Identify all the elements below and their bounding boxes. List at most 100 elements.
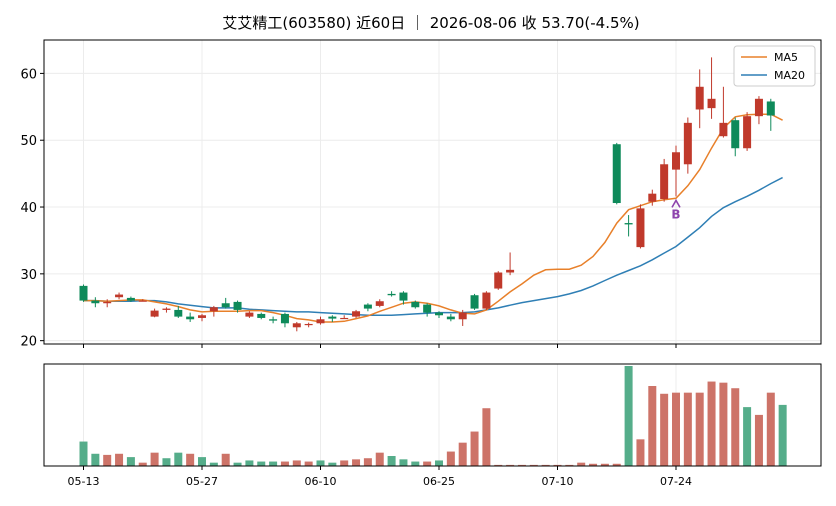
y-axis: 20 30 40 50 60: [20, 67, 44, 350]
buy-marker-label: B: [671, 207, 680, 221]
volume-bar: [292, 460, 301, 466]
volume-bar: [209, 462, 218, 466]
y-tick-label: 40: [20, 201, 37, 216]
x-tick-label: 06-25: [423, 475, 455, 488]
candle-body: [233, 301, 242, 310]
candle: [198, 313, 206, 322]
volume-bar: [423, 461, 432, 466]
candle: [387, 291, 396, 297]
buy-marker-arrow: [671, 198, 681, 208]
volume-bar: [577, 462, 586, 466]
volume-bar: [612, 463, 621, 466]
candle: [186, 312, 195, 322]
candle-body: [79, 285, 88, 301]
y-tick-label: 30: [20, 268, 37, 283]
candle-body: [446, 316, 455, 320]
volume-bar: [731, 388, 740, 466]
candle-body: [387, 293, 396, 296]
candle: [304, 322, 313, 328]
volume-bar: [304, 461, 313, 466]
candle: [162, 307, 171, 313]
volume-bar: [482, 408, 491, 466]
candle-body: [672, 152, 680, 170]
volume-bar: [399, 459, 408, 466]
candle: [352, 309, 361, 318]
candle-body: [470, 295, 479, 309]
candle-body: [494, 272, 503, 289]
volume-bar: [672, 392, 680, 466]
candle-body: [612, 144, 621, 204]
candle: [766, 98, 775, 131]
candle-body: [435, 312, 443, 316]
candle: [754, 96, 763, 125]
volume-bar: [103, 454, 112, 466]
candle: [316, 316, 325, 325]
candle: [79, 284, 88, 302]
volume-bar: [186, 453, 195, 466]
volume-bar: [115, 453, 124, 466]
candle: [328, 315, 337, 322]
candle-body: [411, 301, 420, 308]
candle-body: [423, 304, 432, 313]
volume-bar: [233, 462, 242, 466]
volume-panel-frame: [43, 363, 822, 467]
volume-bar: [553, 464, 562, 466]
candle: [292, 321, 301, 332]
candle: [458, 309, 467, 326]
volume-bars-layer: [79, 366, 787, 466]
candle-body: [506, 269, 515, 273]
candle: [126, 296, 135, 302]
volume-bar: [328, 462, 337, 466]
x-axis: 05-13 05-27 06-10 06-25 07-10 07-24: [68, 344, 692, 488]
x-tick-label: 06-10: [305, 475, 337, 488]
candle: [719, 86, 728, 138]
ma5-line: [83, 113, 783, 323]
candle: [482, 291, 491, 310]
candles-layer: [79, 57, 775, 332]
volume-bar: [221, 453, 230, 466]
candle: [150, 308, 159, 318]
volume-bar: [541, 464, 550, 466]
volume-bar: [435, 460, 443, 466]
candle-body: [648, 193, 657, 202]
candle: [257, 312, 266, 320]
candle-body: [257, 313, 266, 318]
candle: [411, 300, 420, 309]
candle-body: [754, 98, 763, 117]
y-tick-label: 50: [20, 134, 37, 149]
volume-bar: [257, 461, 266, 466]
volume-bar: [198, 457, 206, 466]
candle-body: [115, 294, 124, 298]
candle-body: [482, 292, 491, 309]
volume-bar: [683, 392, 692, 466]
volume-bar: [494, 464, 503, 466]
volume-bar: [517, 464, 526, 466]
volume-bar: [636, 439, 645, 466]
candle: [91, 297, 100, 308]
volume-bar: [766, 392, 775, 466]
x-tick-label: 07-10: [542, 475, 574, 488]
volume-bar: [719, 382, 728, 466]
candle-body: [683, 122, 692, 165]
candle: [612, 142, 621, 205]
candle-body: [766, 101, 775, 116]
candle: [743, 112, 752, 151]
volume-bar: [446, 451, 455, 466]
candle-body: [186, 316, 195, 320]
volume-bar: [340, 460, 349, 466]
candle: [672, 145, 680, 197]
volume-bar: [280, 461, 289, 466]
candle: [494, 271, 503, 290]
candle: [245, 311, 254, 318]
volume-bar: [648, 386, 657, 466]
candle: [624, 215, 633, 237]
candle: [280, 312, 289, 328]
candle: [399, 291, 408, 305]
price-grid: [44, 40, 821, 344]
volume-bar: [470, 431, 479, 466]
candle: [138, 299, 147, 302]
candle-body: [150, 310, 159, 317]
volume-bar: [600, 463, 609, 466]
candle: [174, 305, 183, 318]
candle: [446, 313, 455, 322]
